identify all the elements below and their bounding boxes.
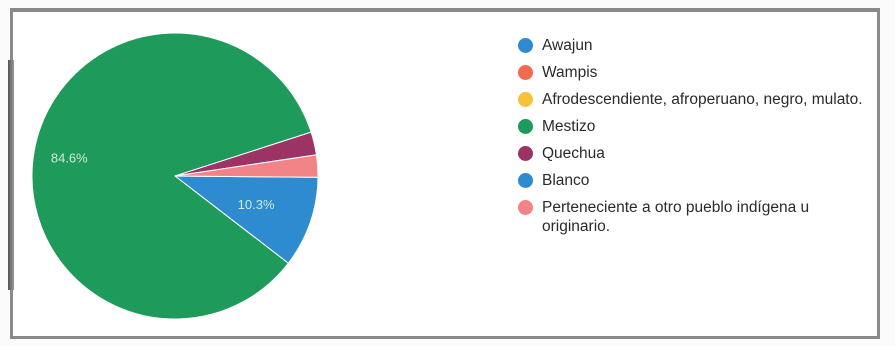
legend-label: Awajun (542, 37, 593, 54)
legend-swatch (518, 119, 533, 134)
legend-item: Wampis (518, 63, 878, 82)
legend-swatch (518, 38, 533, 53)
legend-label: Wampis (542, 64, 598, 81)
legend-item: Perteneciente a otro pueblo indígena u o… (518, 198, 878, 236)
legend: Awajun Wampis Afrodescendiente, afroperuan… (518, 36, 878, 244)
legend-item: Quechua (518, 144, 878, 163)
legend-label: Blanco (542, 172, 590, 189)
legend-swatch (518, 200, 533, 215)
legend-label: Quechua (542, 145, 605, 162)
legend-swatch (518, 65, 533, 80)
scan-edge (8, 60, 14, 290)
pie-slice-perteneciente-a-otro-pueblo-ind-gena-u-originario (174, 154, 319, 178)
legend-swatch (518, 92, 533, 107)
legend-item: Afrodescendiente, afroperuano, negro, mu… (518, 90, 878, 109)
legend-label: Afrodescendiente, afroperuano, negro, mu… (542, 91, 863, 108)
pie-data-label: 84.6% (51, 151, 88, 166)
legend-label: Mestizo (542, 118, 596, 135)
legend-item: Awajun (518, 36, 878, 55)
legend-swatch (518, 173, 533, 188)
legend-swatch (518, 146, 533, 161)
legend-item: Mestizo (518, 117, 878, 136)
pie-data-label: 10.3% (238, 197, 275, 212)
pie-slice-blanco (173, 175, 319, 264)
pie-slice-mestizo (31, 32, 312, 320)
legend-label: Perteneciente a otro pueblo indígena u o… (542, 199, 810, 235)
legend-item: Blanco (518, 171, 878, 190)
